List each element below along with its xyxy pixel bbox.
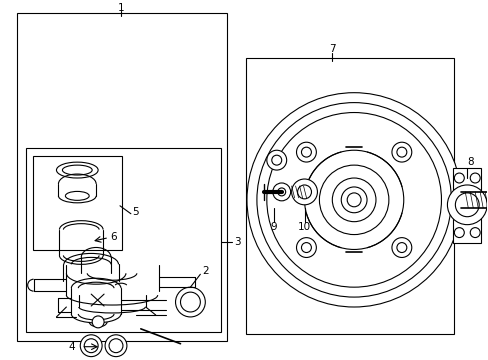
Circle shape [271, 155, 281, 165]
Circle shape [266, 150, 286, 170]
Circle shape [277, 188, 285, 196]
Text: 8: 8 [466, 157, 472, 167]
Circle shape [301, 147, 311, 157]
Text: 4: 4 [68, 342, 75, 352]
Circle shape [272, 183, 290, 201]
Circle shape [396, 147, 406, 157]
Circle shape [301, 243, 311, 252]
Text: 3: 3 [233, 237, 240, 247]
Bar [26, 148, 221, 332]
Circle shape [332, 178, 375, 222]
Circle shape [453, 173, 463, 183]
Circle shape [109, 339, 122, 353]
Circle shape [391, 142, 411, 162]
Circle shape [341, 187, 366, 213]
Circle shape [447, 185, 486, 225]
Circle shape [319, 165, 388, 235]
Bar [245, 58, 453, 334]
Circle shape [469, 173, 479, 183]
Text: 1: 1 [118, 3, 124, 13]
Circle shape [454, 193, 478, 217]
Bar [452, 168, 480, 243]
Circle shape [291, 179, 317, 205]
Circle shape [246, 93, 460, 307]
Circle shape [296, 142, 316, 162]
Circle shape [297, 185, 311, 199]
Circle shape [304, 150, 403, 249]
Bar [17, 13, 226, 341]
Circle shape [105, 335, 127, 357]
Circle shape [84, 339, 98, 353]
Text: 9: 9 [270, 222, 277, 231]
Circle shape [346, 193, 360, 207]
Bar [33, 156, 122, 251]
Text: 7: 7 [328, 44, 335, 54]
Text: 6: 6 [110, 231, 117, 242]
Circle shape [296, 238, 316, 257]
Text: 5: 5 [132, 207, 139, 217]
Text: 2: 2 [202, 266, 208, 276]
Circle shape [180, 292, 200, 312]
Circle shape [453, 228, 463, 238]
Circle shape [469, 228, 479, 238]
Circle shape [256, 103, 450, 297]
Text: 10: 10 [297, 222, 310, 231]
Circle shape [396, 243, 406, 252]
Circle shape [175, 287, 205, 317]
Circle shape [266, 113, 441, 287]
Circle shape [92, 316, 104, 328]
Circle shape [391, 238, 411, 257]
Circle shape [80, 335, 102, 357]
